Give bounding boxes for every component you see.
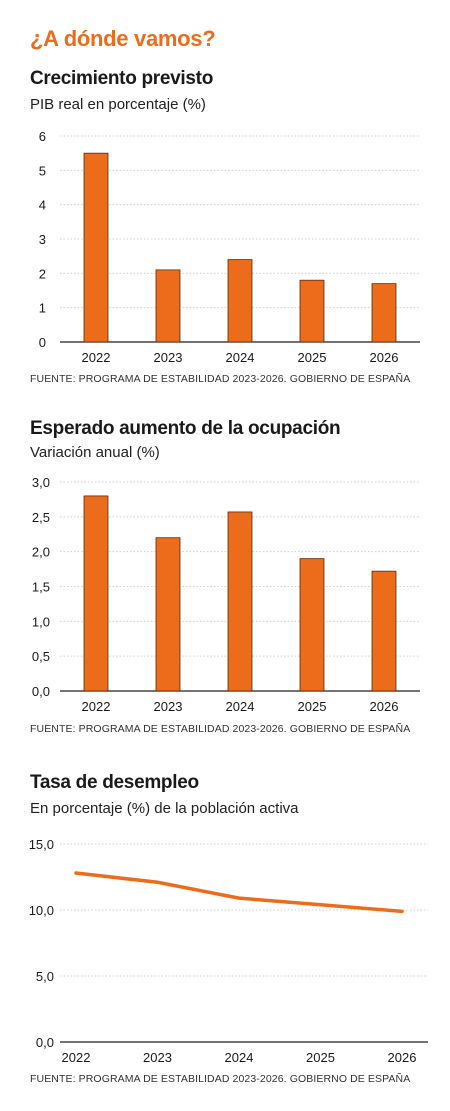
bar-2024 [227, 511, 253, 692]
x-tick-label: 2022 [82, 699, 111, 714]
unemployment-line [74, 871, 404, 914]
bar-2026 [371, 570, 397, 692]
y-tick-label: 4 [39, 198, 46, 213]
bar-2026 [371, 283, 397, 343]
y-tick-label: 10,0 [29, 903, 54, 918]
bar-2022 [83, 495, 109, 692]
bar-2024 [227, 259, 253, 343]
chart-1-title: Crecimiento previsto [30, 68, 213, 89]
x-tick-label: 2025 [298, 350, 327, 365]
chart-1-source: FUENTE: PROGRAMA DE ESTABILIDAD 2023-202… [30, 373, 411, 385]
y-tick-label: 0 [39, 335, 46, 350]
chart-2-source: FUENTE: PROGRAMA DE ESTABILIDAD 2023-202… [30, 723, 411, 735]
bar-2025 [299, 558, 325, 692]
chart-3-unemployment-line-chart: 0,0 5,0 10,0 15,0 2022 2023 2024 2025 2026 [29, 837, 428, 1065]
y-tick-label: 1 [39, 301, 46, 316]
x-tick-label: 2026 [370, 699, 399, 714]
chart-3-source: FUENTE: PROGRAMA DE ESTABILIDAD 2023-202… [30, 1073, 411, 1085]
y-tick-label: 1,0 [32, 614, 50, 629]
chart-3-subtitle: En porcentaje (%) de la población activa [30, 800, 299, 817]
y-tick-label: 2,0 [32, 545, 50, 560]
chart-1-subtitle: PIB real en porcentaje (%) [30, 96, 206, 113]
x-tick-label: 2024 [225, 1050, 254, 1065]
y-tick-label: 5,0 [36, 969, 54, 984]
y-tick-label: 2 [39, 266, 46, 281]
page-title: ¿A dónde vamos? [30, 26, 216, 51]
x-tick-label: 2025 [298, 699, 327, 714]
x-tick-label: 2024 [226, 699, 255, 714]
y-tick-label: 5 [39, 163, 46, 178]
y-tick-label: 0,0 [36, 1035, 54, 1050]
bar-2022 [83, 152, 109, 343]
chart-2-subtitle: Variación anual (%) [30, 444, 160, 461]
y-tick-label: 15,0 [29, 837, 54, 852]
x-tick-label: 2022 [82, 350, 111, 365]
y-tick-label: 3 [39, 232, 46, 247]
x-tick-label: 2023 [154, 350, 183, 365]
chart-1-growth-bar-chart: 0 1 2 3 4 5 6 2022 2023 2024 2025 2026 [39, 129, 420, 365]
x-tick-label: 2026 [370, 350, 399, 365]
x-tick-label: 2022 [62, 1050, 91, 1065]
y-tick-label: 3,0 [32, 475, 50, 490]
bar-2023 [155, 269, 181, 343]
chart-3-title: Tasa de desempleo [30, 772, 199, 793]
y-tick-label: 2,5 [32, 510, 50, 525]
y-tick-label: 0,5 [32, 649, 50, 664]
bar-2023 [155, 537, 181, 692]
chart-2-title: Esperado aumento de la ocupación [30, 418, 341, 439]
y-tick-label: 1,5 [32, 580, 50, 595]
y-tick-label: 0,0 [32, 684, 50, 699]
bar-2025 [299, 279, 325, 343]
x-tick-label: 2025 [306, 1050, 335, 1065]
x-tick-label: 2023 [143, 1050, 172, 1065]
x-tick-label: 2024 [226, 350, 255, 365]
x-tick-label: 2023 [154, 699, 183, 714]
x-tick-label: 2026 [388, 1050, 417, 1065]
chart-2-employment-bar-chart: 0,0 0,5 1,0 1,5 2,0 2,5 3,0 2022 2023 2024 2025 202… [32, 475, 420, 714]
y-tick-label: 6 [39, 129, 46, 144]
